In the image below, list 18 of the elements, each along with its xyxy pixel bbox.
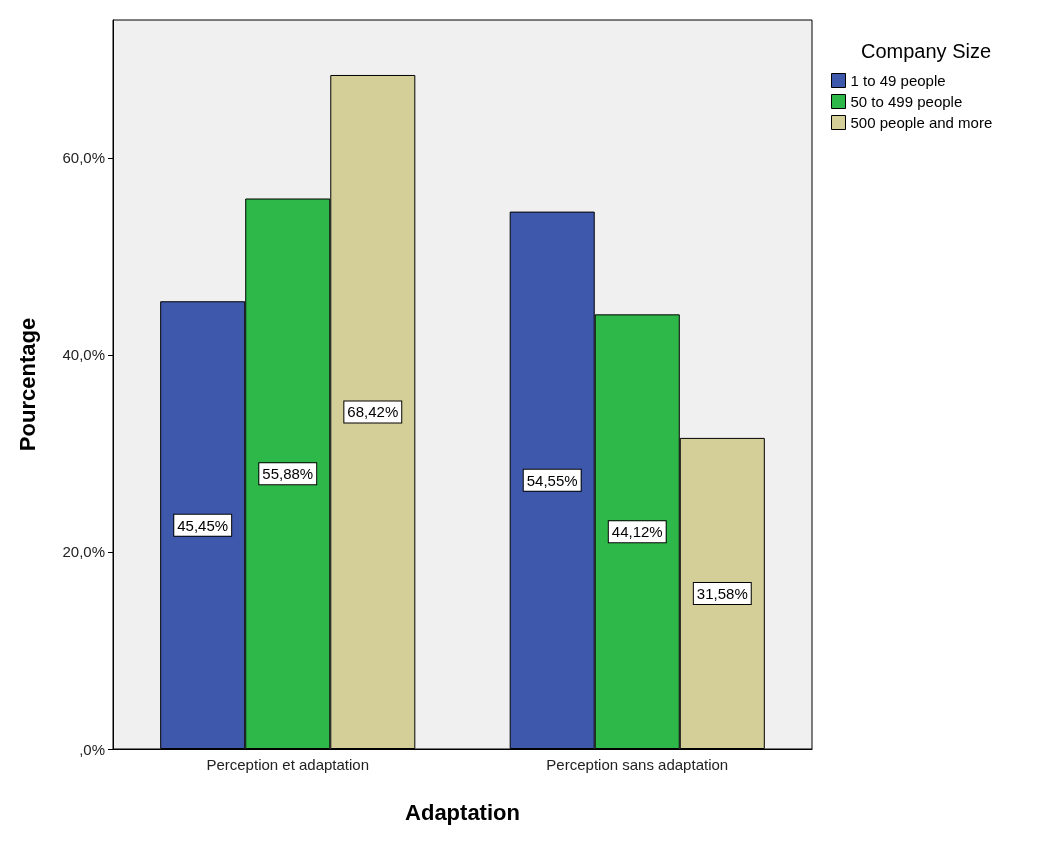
data-label: 45,45%	[177, 516, 229, 534]
legend-title: Company Size	[861, 40, 992, 62]
x-tick-label: Perception et adaptation	[206, 756, 370, 773]
legend-label: 50 to 499 people	[850, 93, 963, 110]
data-label: 31,58%	[696, 584, 748, 602]
data-label: 68,42%	[347, 403, 399, 421]
y-tick-label: 60,0%	[62, 149, 105, 167]
x-tick-label: Perception sans adaptation	[546, 756, 729, 773]
y-tick-label: ,0%	[79, 740, 105, 758]
y-tick-label: 40,0%	[62, 346, 105, 364]
y-axis-title: Pourcentage	[14, 317, 40, 452]
data-label: 44,12%	[611, 523, 663, 541]
y-tick-label: 20,0%	[62, 543, 105, 561]
legend-label: 500 people and more	[850, 114, 993, 131]
data-label: 55,88%	[262, 465, 314, 483]
x-axis-title: Adaptation	[405, 799, 520, 825]
legend-label: 1 to 49 people	[850, 72, 946, 89]
data-label: 54,55%	[526, 471, 578, 489]
